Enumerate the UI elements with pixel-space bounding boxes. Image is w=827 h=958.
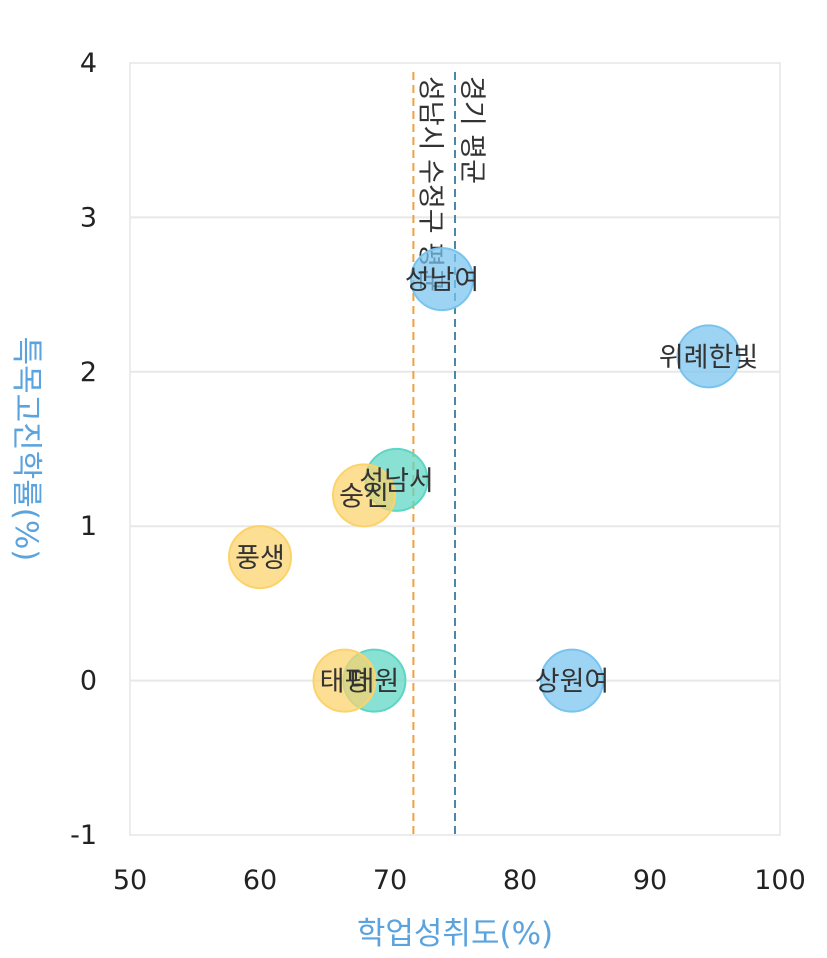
- data-point-label: 위례한빛: [659, 342, 758, 373]
- data-point: [540, 648, 604, 713]
- data-point-label: 성남서: [359, 466, 434, 497]
- data-point-label: 태평: [320, 667, 370, 698]
- data-point: [228, 525, 292, 590]
- y-tick-label: 1: [80, 511, 97, 542]
- y-tick-label: 4: [80, 48, 97, 79]
- data-point: [312, 648, 377, 713]
- x-tick-label: 60: [243, 865, 277, 896]
- x-tick-label: 80: [503, 865, 537, 896]
- y-tick-label: 2: [80, 357, 97, 388]
- data-point-label: 성남여: [405, 265, 480, 296]
- data-point: [410, 247, 474, 312]
- data-point-label: 풍생: [235, 543, 285, 574]
- data-point-label: 숭신: [339, 481, 389, 512]
- x-tick-label: 70: [373, 865, 407, 896]
- data-point: [676, 324, 741, 389]
- tick-labels: -1 0 1 2 3 4 50 60 70 80 90 100: [70, 48, 806, 896]
- reference-line-label: 경기 평균: [456, 76, 487, 184]
- x-tick-label: 90: [633, 865, 667, 896]
- data-point: [332, 463, 396, 528]
- y-axis-title: 특목고진학률(%): [8, 337, 44, 562]
- y-tick-label: -1: [70, 820, 97, 851]
- y-tick-label: 3: [80, 202, 97, 233]
- x-tick-label: 100: [754, 865, 806, 896]
- y-tick-label: 0: [80, 666, 97, 697]
- data-point-label: 대원: [350, 667, 400, 698]
- x-tick-label: 50: [113, 865, 147, 896]
- data-point-label: 상원여: [535, 667, 610, 698]
- x-axis-title: 학업성취도(%): [357, 916, 553, 952]
